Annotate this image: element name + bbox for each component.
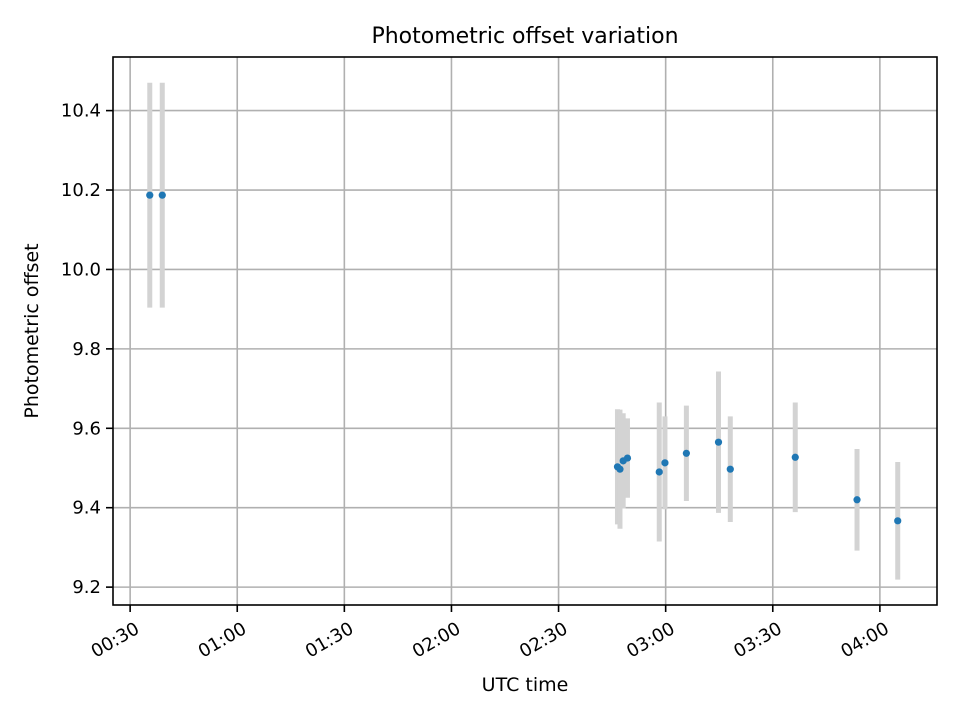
y-tick-label: 9.8 bbox=[72, 339, 101, 360]
x-tick-label: 01:30 bbox=[302, 618, 357, 662]
x-axis-label: UTC time bbox=[482, 674, 569, 696]
error-bars bbox=[147, 82, 901, 580]
y-tick-label: 9.2 bbox=[72, 577, 101, 598]
data-point bbox=[714, 438, 723, 446]
data-point bbox=[726, 465, 734, 473]
grid bbox=[113, 57, 937, 605]
y-tick-label: 10.0 bbox=[61, 259, 101, 280]
y-tick-label: 9.4 bbox=[72, 498, 101, 519]
y-tick-label: 10.4 bbox=[61, 101, 101, 122]
x-tick-label: 03:00 bbox=[623, 618, 678, 662]
chart-title: Photometric offset variation bbox=[371, 24, 678, 49]
data-point bbox=[158, 191, 166, 199]
ticks: 00:30 01:00 01:30 02:00 02:30 03:00 03:30 04:00… bbox=[61, 101, 893, 663]
y-tick-label: 9.6 bbox=[72, 418, 101, 439]
x-tick-label: 02:30 bbox=[516, 618, 571, 662]
x-tick-label: 01:00 bbox=[195, 618, 250, 662]
data-point bbox=[682, 449, 690, 457]
x-tick-label: 04:00 bbox=[837, 618, 892, 662]
data-point bbox=[661, 459, 669, 467]
y-tick-label: 10.2 bbox=[61, 180, 101, 201]
data-point bbox=[623, 454, 632, 462]
data-point bbox=[146, 191, 154, 199]
data-point bbox=[853, 496, 861, 504]
data-point bbox=[655, 468, 663, 476]
y-axis-label: Photometric offset bbox=[21, 243, 43, 418]
data-point bbox=[791, 453, 799, 461]
data-point bbox=[616, 465, 624, 473]
plot-frame bbox=[112, 56, 938, 606]
data-point bbox=[894, 517, 902, 525]
data-points bbox=[146, 191, 902, 525]
x-tick-label: 00:30 bbox=[88, 618, 143, 662]
x-tick-label: 02:00 bbox=[409, 618, 464, 662]
x-tick-label: 03:30 bbox=[730, 618, 785, 662]
